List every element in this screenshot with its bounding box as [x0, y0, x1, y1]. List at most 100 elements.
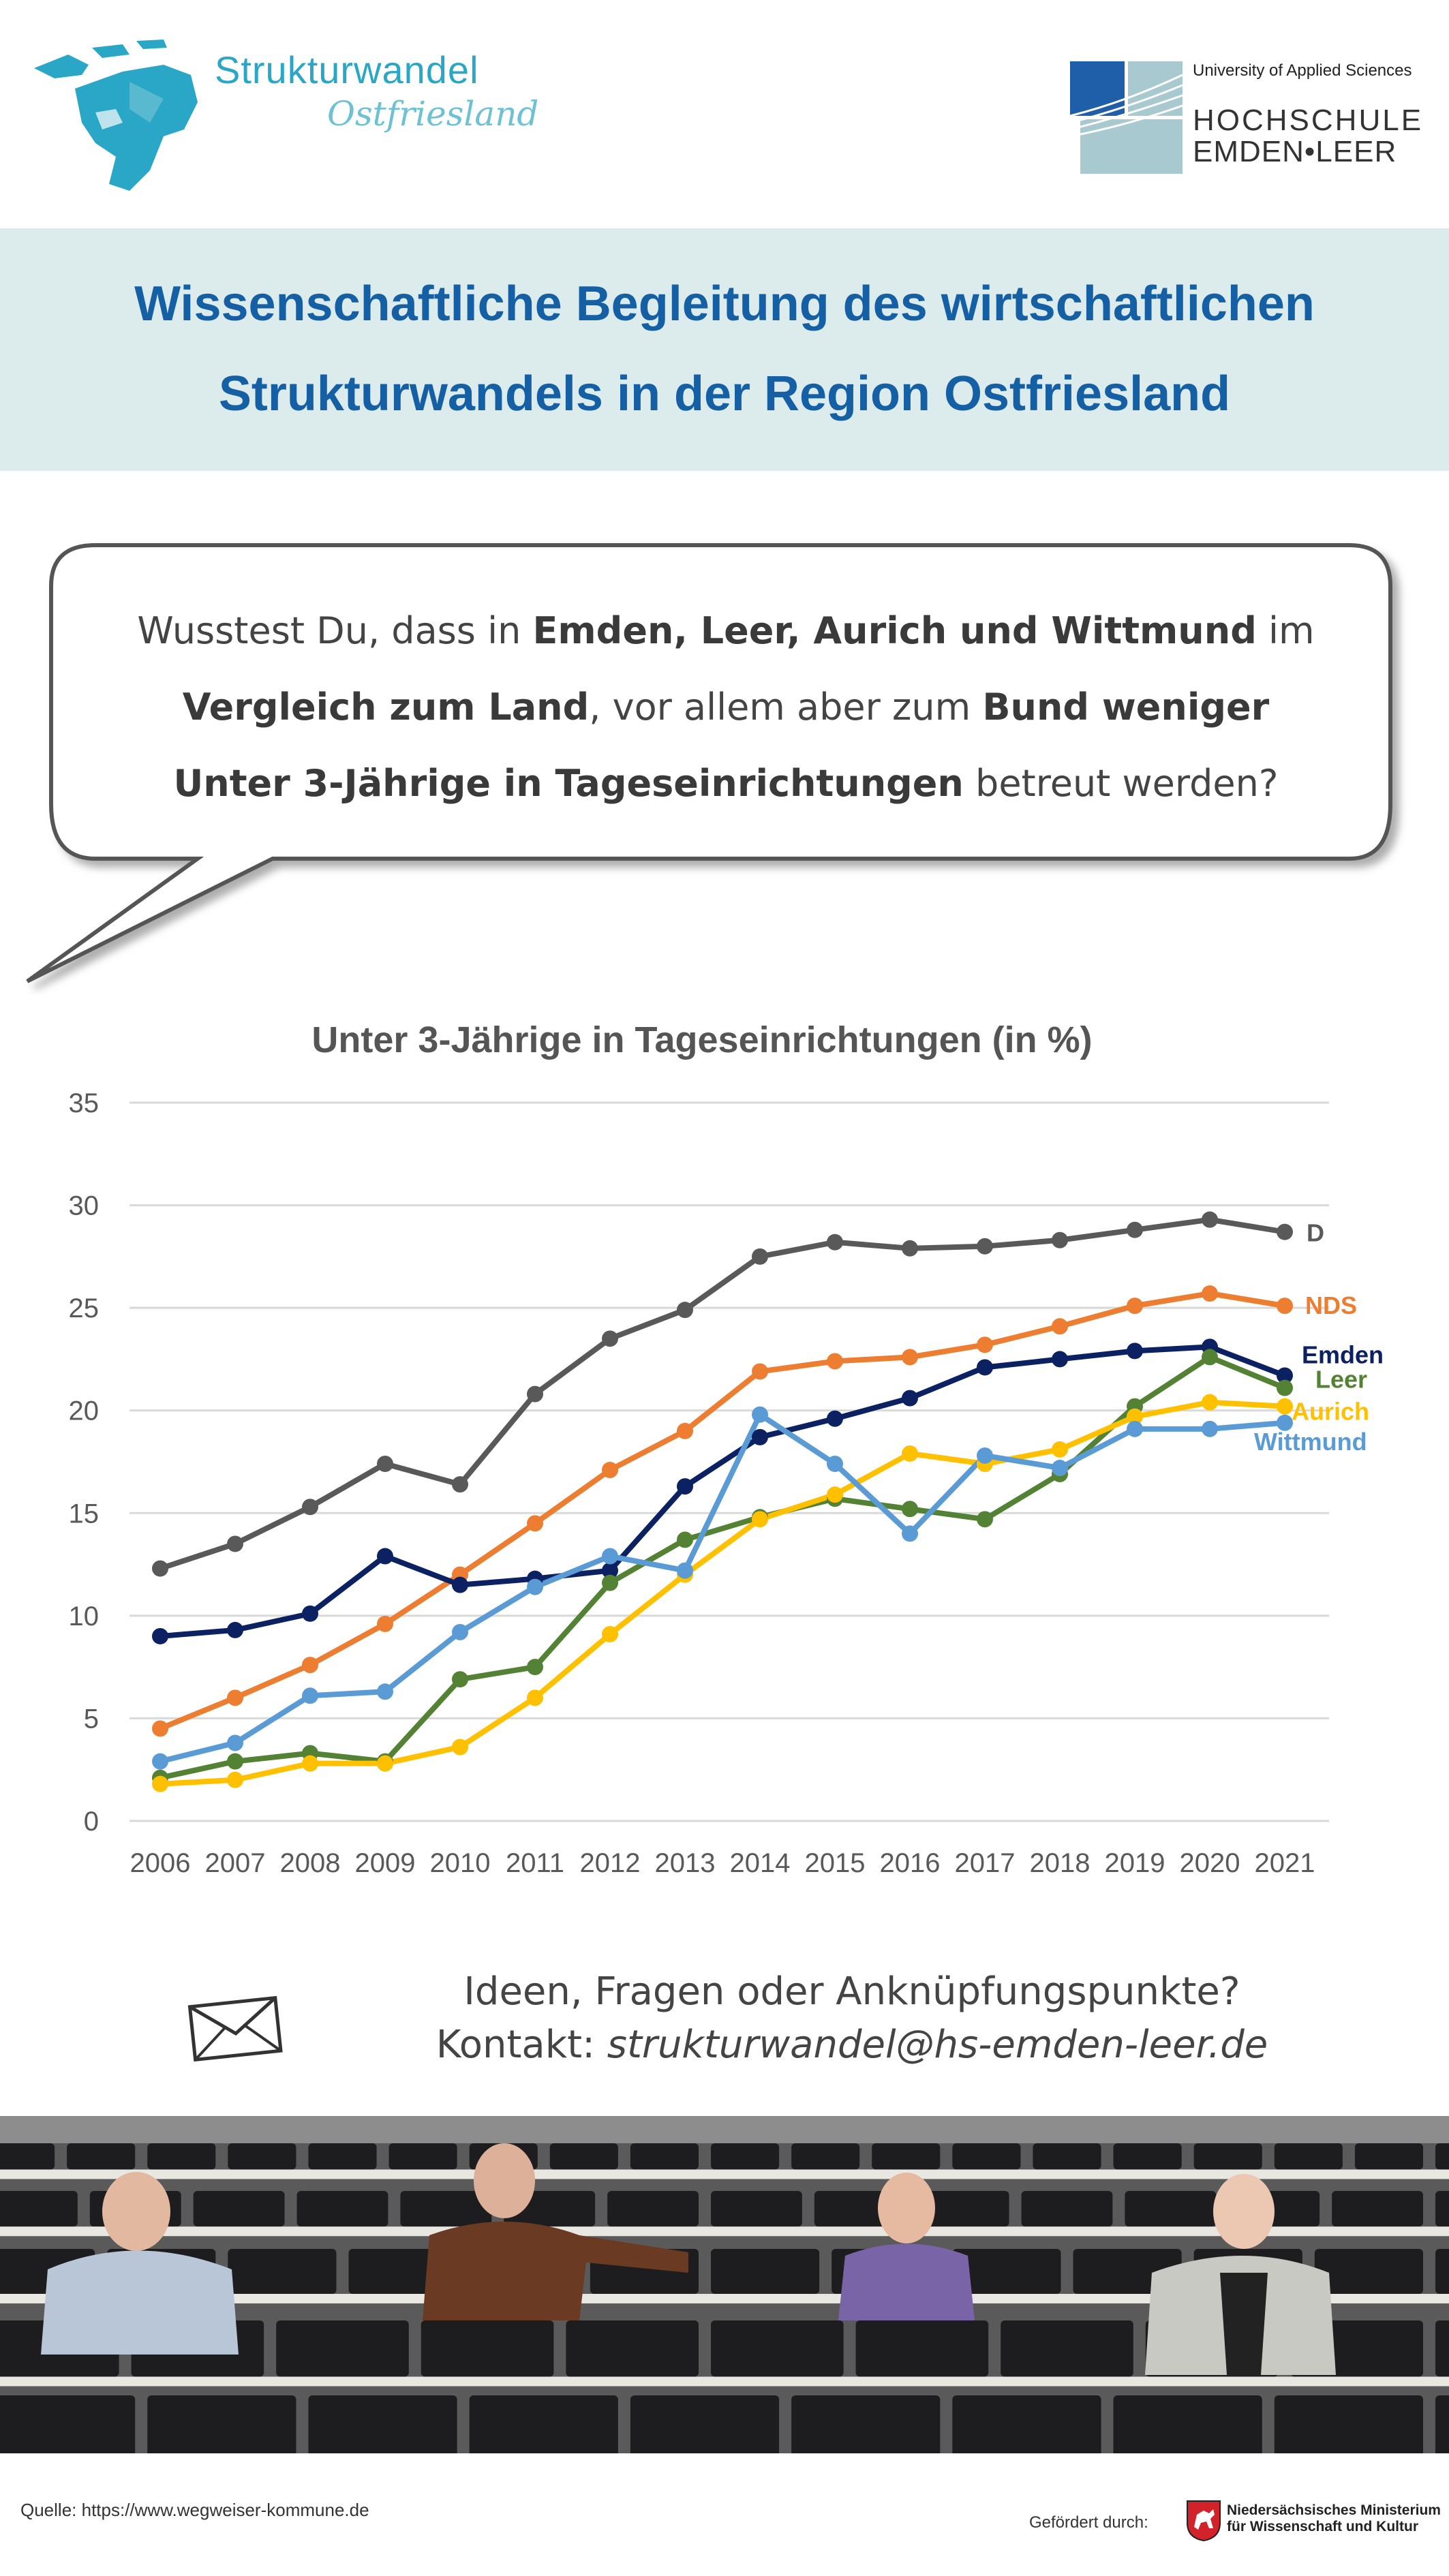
series-line-aurich [159, 1399, 1285, 1787]
data-point-d [527, 1385, 543, 1402]
data-point-nds [1277, 1298, 1293, 1315]
lecture-hall-photo [0, 2116, 1449, 2453]
data-point-emden [227, 1621, 243, 1638]
data-point-d [827, 1233, 843, 1251]
chart-title: Unter 3-Jährige in Tageseinrichtungen (i… [311, 1019, 1093, 1060]
data-point-d [377, 1456, 393, 1473]
data-point-aurich [1277, 1398, 1293, 1415]
hochschule-emblem-icon [1070, 61, 1183, 174]
data-point-wittmund [1052, 1460, 1068, 1477]
data-point-wittmund [152, 1753, 168, 1770]
data-point-d [677, 1302, 693, 1319]
data-point-leer [602, 1574, 618, 1591]
data-point-nds [1127, 1298, 1143, 1315]
strukturwandel-logo: Strukturwandel Ostfriesland [27, 34, 593, 198]
bubble-line-1: Wusstest Du, dass in Emden, Leer, Aurich… [137, 609, 1315, 652]
envelope-icon [187, 1995, 283, 2062]
title-band: Wissenschaftliche Begleitung des wirtsch… [0, 228, 1449, 471]
data-point-d [452, 1476, 468, 1493]
data-point-leer [527, 1659, 543, 1676]
data-point-emden [752, 1428, 768, 1445]
data-point-wittmund [302, 1687, 318, 1704]
data-point-wittmund [677, 1562, 693, 1579]
data-point-emden [1277, 1367, 1293, 1384]
x-tick-label: 2007 [205, 1848, 266, 1878]
data-point-aurich [152, 1775, 168, 1792]
data-point-nds [902, 1349, 918, 1366]
x-tick-label: 2018 [1030, 1848, 1090, 1878]
data-point-d [302, 1499, 318, 1516]
x-tick-label: 2016 [880, 1848, 941, 1878]
contact-line: Kontakt: strukturwandel@hs-emden-leer.de [436, 2023, 1268, 2067]
series-line-d [159, 1216, 1285, 1571]
data-point-aurich [752, 1511, 768, 1528]
data-point-aurich [452, 1738, 468, 1755]
data-point-nds [527, 1515, 543, 1532]
x-tick-label: 2014 [730, 1848, 791, 1878]
data-point-wittmund [377, 1683, 393, 1700]
x-tick-label: 2013 [655, 1848, 716, 1878]
x-tick-label: 2011 [506, 1848, 564, 1878]
series-line-leer [159, 1354, 1286, 1781]
series-label-leer: Leer [1315, 1366, 1367, 1394]
brand-title: Strukturwandel [215, 48, 479, 91]
data-point-wittmund [977, 1447, 993, 1464]
y-tick-label: 20 [69, 1396, 100, 1426]
source-note: Quelle: https://www.wegweiser-kommune.de [20, 2500, 369, 2520]
data-point-leer [677, 1531, 693, 1548]
team-photo [0, 2116, 1449, 2453]
data-point-nds [1052, 1318, 1068, 1335]
data-point-nds [227, 1689, 243, 1706]
x-tick-label: 2012 [580, 1848, 641, 1878]
data-point-nds [377, 1615, 393, 1632]
data-point-wittmund [527, 1578, 543, 1595]
data-point-aurich [1202, 1394, 1218, 1411]
person-4 [1145, 2174, 1336, 2375]
ministry-name: Niedersächsisches Ministerium für Wissen… [1227, 2502, 1441, 2534]
data-point-d [1052, 1231, 1068, 1248]
x-tick-label: 2015 [805, 1848, 866, 1878]
contact-email-link[interactable]: strukturwandel@hs-emden-leer.de [607, 2023, 1268, 2067]
data-point-wittmund [1127, 1420, 1143, 1437]
data-point-d [1202, 1211, 1218, 1228]
data-point-emden [602, 1562, 618, 1579]
university-name-line1: HOCHSCHULE [1193, 104, 1424, 137]
y-tick-label: 10 [69, 1601, 100, 1631]
data-point-d [1127, 1221, 1143, 1238]
data-point-aurich [602, 1625, 618, 1642]
y-tick-label: 0 [84, 1807, 99, 1837]
data-point-wittmund [602, 1548, 618, 1565]
data-point-wittmund [227, 1734, 243, 1751]
person-3 [838, 2173, 975, 2320]
data-point-nds [1202, 1285, 1218, 1302]
y-tick-label: 15 [69, 1499, 100, 1529]
data-point-leer [1202, 1349, 1218, 1366]
data-point-aurich [527, 1689, 543, 1706]
data-point-leer [452, 1671, 468, 1688]
data-point-nds [827, 1353, 843, 1370]
bubble-line-2: Vergleich zum Land, vor allem aber zum B… [182, 686, 1270, 729]
data-point-emden [377, 1548, 393, 1565]
x-tick-label: 2020 [1180, 1848, 1240, 1878]
speech-bubble [26, 543, 1392, 983]
university-name-line2: EMDEN•LEER [1193, 135, 1397, 168]
data-point-aurich [227, 1771, 243, 1788]
data-point-aurich [827, 1486, 843, 1503]
page-title-line1: Wissenschaftliche Begleitung des wirtsch… [134, 277, 1315, 331]
data-point-leer [1277, 1379, 1293, 1396]
data-point-wittmund [827, 1456, 843, 1473]
data-point-aurich [902, 1445, 918, 1462]
series-label-wittmund: Wittmund [1254, 1428, 1367, 1456]
data-point-d [752, 1248, 768, 1265]
y-tick-label: 5 [84, 1704, 99, 1734]
data-point-d [977, 1238, 993, 1255]
data-point-nds [302, 1657, 318, 1674]
data-point-wittmund [452, 1623, 468, 1640]
data-point-leer [977, 1511, 993, 1528]
data-point-nds [602, 1462, 618, 1479]
x-tick-label: 2006 [130, 1848, 191, 1878]
series-label-aurich: Aurich [1292, 1398, 1369, 1426]
data-point-d [1277, 1223, 1293, 1240]
y-tick-label: 35 [69, 1088, 100, 1118]
data-point-emden [677, 1478, 693, 1495]
